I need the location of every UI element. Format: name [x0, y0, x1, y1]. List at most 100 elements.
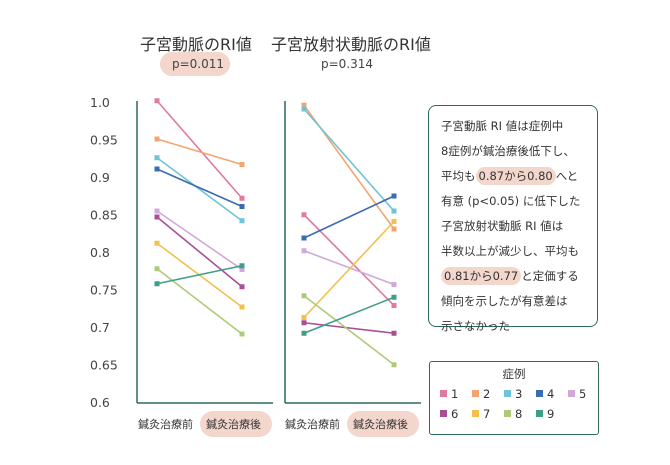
left-series-line-4: [156, 168, 243, 208]
legend-item-3: 3: [504, 387, 522, 401]
right-point-after-5: [391, 282, 397, 287]
note-line: 有意 (p<0.05) に低下した: [441, 189, 587, 214]
right-category-before: 鍼灸治療前: [285, 418, 340, 431]
left-series-line-6: [156, 216, 243, 288]
legend-swatch: [472, 410, 479, 417]
left-series-line-8: [156, 268, 243, 335]
note-text: 子宮放射状動脈 RI 値は: [441, 219, 564, 233]
note-text: 平均も: [441, 169, 476, 183]
left-point-after-3: [239, 218, 245, 224]
left-series-line-3: [156, 157, 243, 222]
left-point-after-8: [239, 331, 245, 337]
legend-title: 症例: [502, 367, 526, 381]
left-point-before-8: [154, 266, 160, 272]
right-point-before-2: [301, 102, 307, 108]
right-series-line-3: [303, 108, 395, 212]
legend: 症例 1 2 3 4 5 6 7 8 9: [429, 361, 599, 435]
right-chart-plot: [284, 101, 421, 404]
right-point-before-8: [301, 293, 307, 299]
right-point-after-9: [391, 294, 397, 300]
legend-label: 5: [579, 387, 587, 401]
left-point-after-1: [239, 195, 245, 201]
legend-label: 6: [451, 407, 459, 421]
left-p-value: p=0.011: [172, 57, 225, 71]
legend-item-2: 2: [472, 387, 490, 401]
legend-swatch: [536, 410, 543, 417]
legend-item-9: 9: [536, 407, 554, 421]
left-point-after-4: [239, 204, 245, 209]
left-series-line-1: [156, 100, 243, 199]
right-p-value: p=0.314: [321, 57, 374, 71]
legend-label: 8: [515, 407, 523, 421]
left-point-after-9: [239, 263, 245, 269]
left-category-after-highlight: [200, 411, 272, 437]
y-tick-label: 0.95: [90, 133, 118, 148]
left-point-before-7: [154, 240, 160, 246]
note-line: 示さなかった: [441, 314, 587, 339]
legend-swatch: [440, 390, 447, 397]
right-point-after-2: [391, 226, 397, 232]
y-tick-label: 0.6: [90, 395, 110, 410]
right-series-line-1: [303, 214, 395, 307]
left-p-value-highlight: [160, 52, 230, 76]
y-tick-label: 0.65: [90, 358, 118, 373]
right-point-before-3: [301, 106, 307, 112]
right-series-line-4: [303, 195, 395, 239]
left-point-before-2: [154, 136, 160, 142]
legend-label: 7: [483, 407, 491, 421]
legend-label: 3: [515, 387, 523, 401]
right-point-before-1: [301, 212, 307, 218]
legend-item-8: 8: [504, 407, 522, 421]
left-series-line-9: [156, 264, 243, 285]
left-point-before-1: [154, 98, 160, 104]
note-text: 8症例が鍼治療後低下し、: [441, 144, 575, 158]
right-point-before-7: [301, 315, 307, 320]
legend-label: 9: [547, 407, 555, 421]
note-line: 半数以上が減少し、平均も: [441, 239, 587, 264]
y-tick-label: 0.8: [90, 245, 110, 260]
right-point-after-7: [391, 219, 397, 224]
legend-swatch: [568, 390, 575, 397]
note-text: へと: [555, 169, 579, 183]
legend-swatch: [536, 390, 543, 397]
note-line: 平均も 0.87から0.80 へと: [441, 164, 587, 189]
legend-item-5: 5: [568, 387, 586, 401]
legend-swatch: [504, 410, 511, 417]
right-series-line-9: [303, 296, 395, 334]
right-point-before-9: [301, 330, 307, 336]
legend-swatch: [472, 390, 479, 397]
right-series-line-8: [303, 295, 395, 366]
left-point-before-6: [154, 214, 160, 220]
y-tick-label: 1.0: [90, 95, 110, 110]
legend-item-6: 6: [440, 407, 458, 421]
note-text: 有意 (p<0.05) に低下した: [441, 194, 581, 208]
legend-swatch: [440, 410, 447, 417]
legend-item-4: 4: [536, 387, 554, 401]
left-point-after-5: [239, 267, 245, 272]
note-line: 傾向を示したが有意差は: [441, 289, 587, 314]
note-line: 8症例が鍼治療後低下し、: [441, 139, 587, 164]
right-series-line-5: [303, 250, 395, 286]
right-point-after-1: [391, 303, 397, 308]
note-line: 子宮動脈 RI 値は症例中: [441, 114, 587, 139]
legend-swatch: [504, 390, 511, 397]
right-chart-title: 子宮放射状動脈のRI値: [271, 35, 431, 54]
right-category-after-highlight: [347, 411, 419, 437]
left-point-after-6: [239, 284, 245, 290]
right-point-after-8: [391, 362, 397, 368]
legend-label: 4: [547, 387, 555, 401]
legend-item-7: 7: [472, 407, 490, 421]
y-tick-label: 0.9: [90, 170, 110, 185]
right-point-before-5: [301, 248, 307, 254]
y-tick-label: 0.7: [90, 320, 110, 335]
legend-label: 2: [483, 387, 491, 401]
right-category-after: 鍼灸治療後: [353, 418, 408, 431]
right-series-line-6: [303, 321, 395, 335]
left-point-before-5: [154, 208, 160, 214]
y-tick-label: 0.85: [90, 208, 118, 223]
note-text: 傾向を示したが有意差は: [441, 294, 568, 308]
legend-item-1: 1: [440, 387, 458, 401]
left-series-line-5: [156, 210, 243, 271]
left-chart-plot: 1.0 0.95 0.9 0.85 0.8 0.75 0.7 0.65 0.6: [90, 95, 273, 410]
